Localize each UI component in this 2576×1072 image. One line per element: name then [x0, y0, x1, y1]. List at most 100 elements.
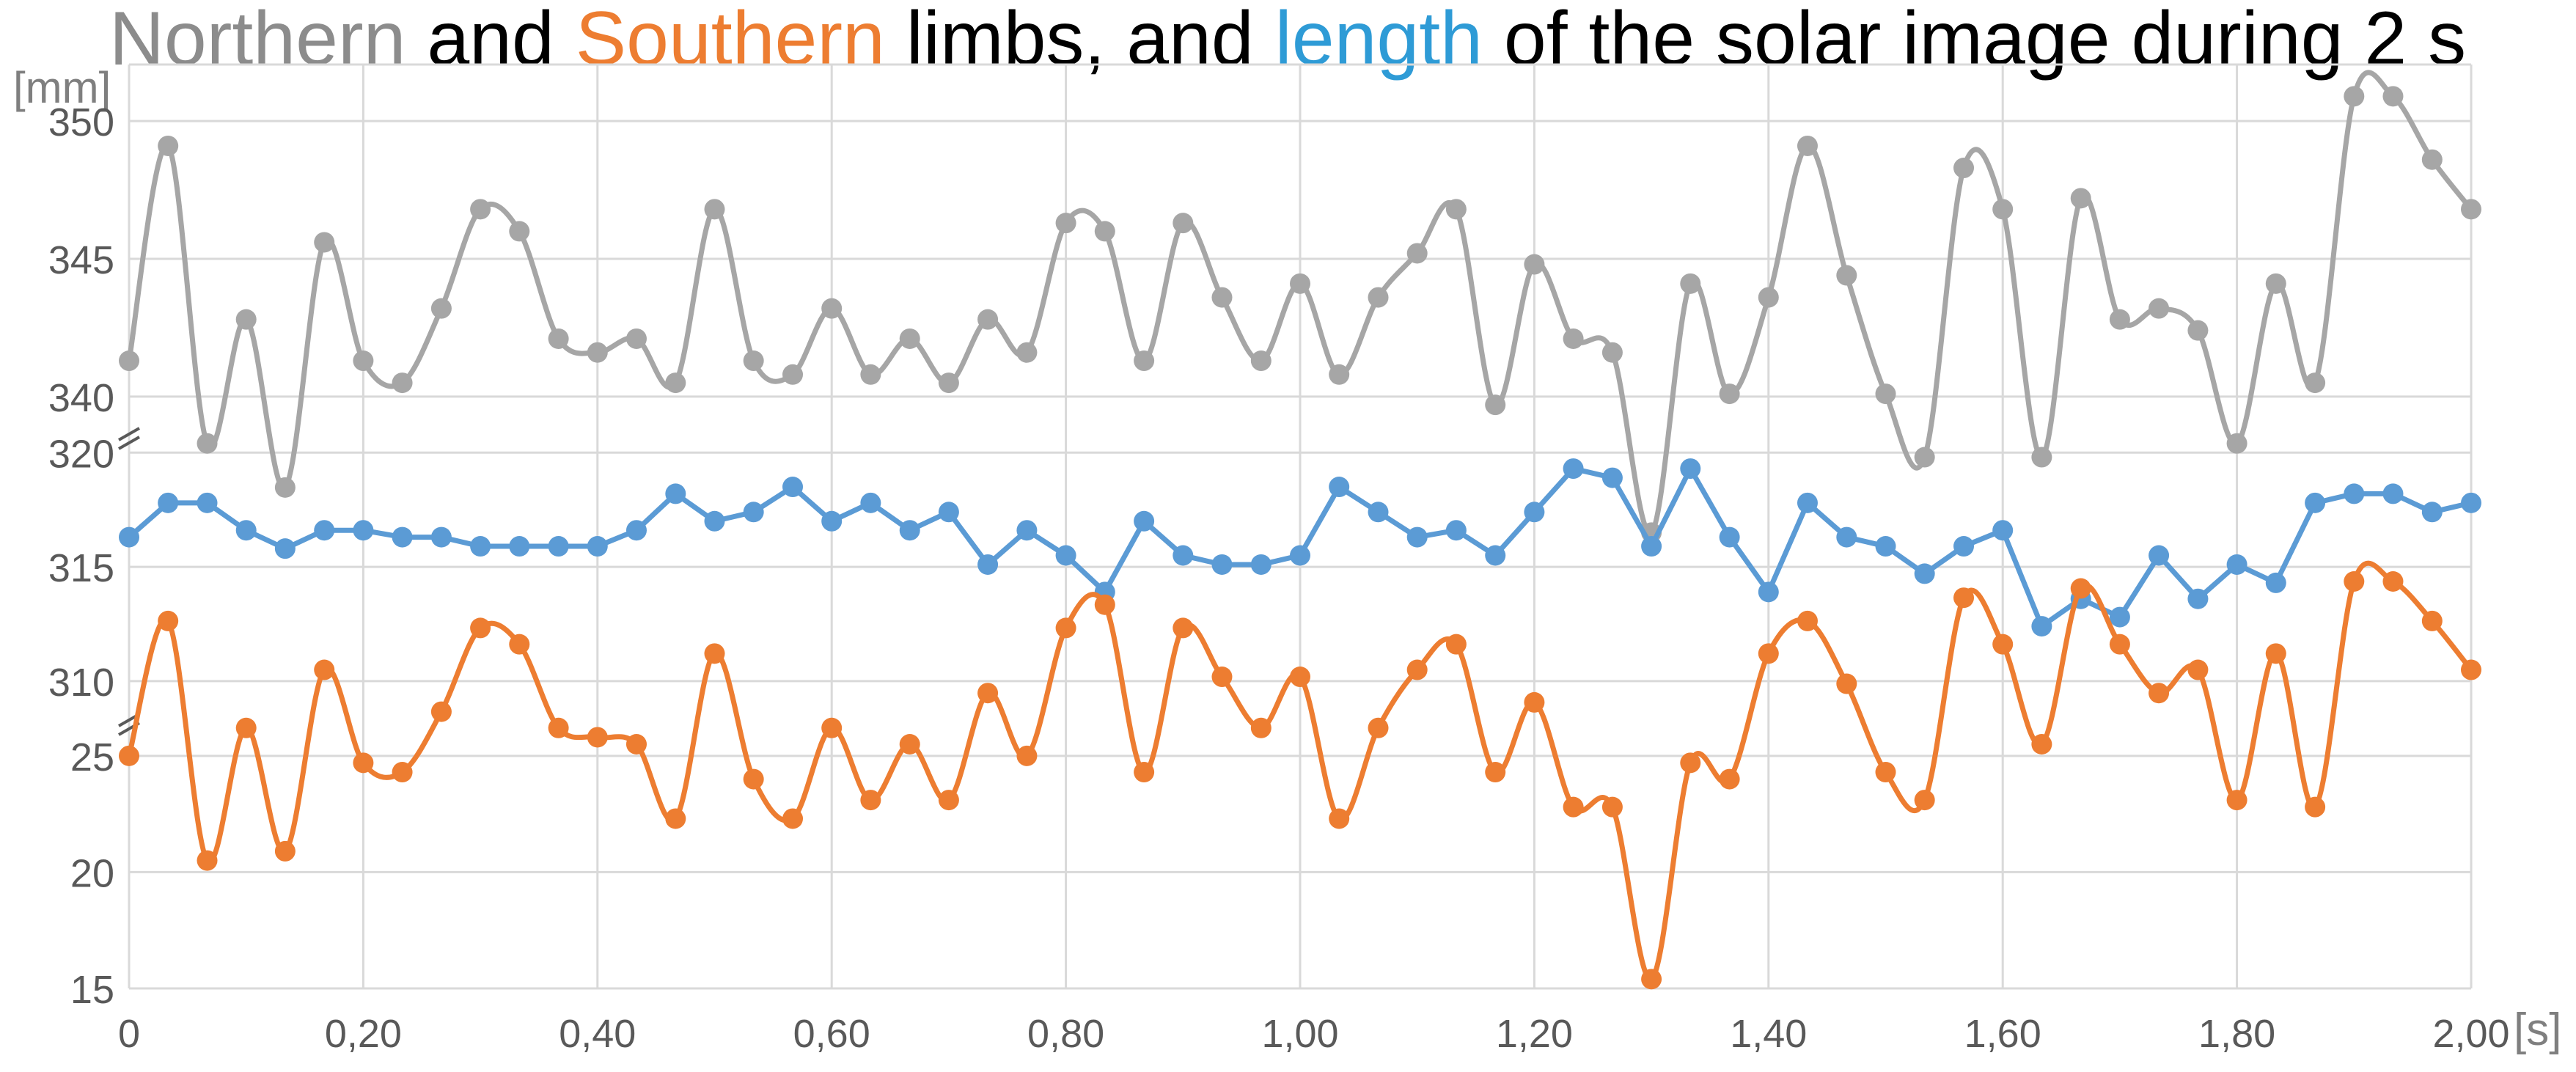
series-southern-point	[197, 850, 218, 871]
title-limbs: limbs, and	[885, 0, 1275, 81]
series-northern-point	[2148, 298, 2170, 319]
series-length-point	[1445, 520, 1467, 541]
series-southern-point	[1719, 768, 1740, 790]
series-layer	[119, 70, 2481, 990]
series-length-point	[1992, 520, 2014, 541]
series-length-point	[587, 536, 608, 557]
series-length-point	[2031, 616, 2052, 637]
series-northern-point	[1445, 199, 1467, 220]
series-northern-point	[782, 364, 804, 385]
series-length-point	[1211, 554, 1233, 575]
series-northern-point	[1797, 135, 1818, 156]
series-southern-point	[392, 762, 413, 783]
series-length-point	[1875, 536, 1896, 557]
series-northern-point	[1016, 342, 1038, 363]
series-southern-point	[1094, 594, 1115, 615]
series-northern-point	[392, 372, 413, 394]
series-southern-point	[119, 745, 139, 766]
series-southern-point	[1406, 659, 1428, 680]
y-tick-label: 350	[48, 100, 114, 144]
axes: 340 345 350 310 315 320 15 20 25 0 0,20 0,40 0,60 0,8…	[48, 100, 2510, 1056]
series-northern-point	[704, 199, 725, 220]
series-southern-point	[2226, 790, 2247, 811]
series-southern-point	[2265, 643, 2286, 664]
series-southern-point	[509, 634, 530, 655]
series-length-point	[1250, 554, 1272, 575]
series-length-point	[1173, 545, 1194, 566]
axis-break-mark	[118, 436, 140, 450]
series-northern-point	[1329, 364, 1350, 385]
y-tick-label: 320	[48, 432, 114, 476]
title-southern: Southern	[576, 0, 885, 81]
series-length-point	[197, 492, 218, 513]
series-southern-point	[1211, 667, 1233, 688]
series-northern-point	[1485, 394, 1506, 416]
series-length-point	[1953, 536, 1975, 557]
series-length-point	[314, 520, 335, 541]
series-southern-point	[430, 701, 452, 722]
series-northern-point	[899, 328, 920, 349]
series-length	[119, 458, 2481, 637]
series-length-point	[977, 554, 999, 575]
series-length-point	[1485, 545, 1506, 566]
series-southern-point	[2031, 734, 2052, 755]
series-length-point	[2344, 483, 2365, 504]
y-tick-label: 20	[70, 851, 114, 895]
series-southern-point	[821, 717, 843, 738]
series-southern-point	[1290, 667, 1310, 688]
series-length-point	[899, 520, 920, 541]
series-southern-point	[2344, 571, 2365, 592]
series-southern-point	[158, 610, 179, 631]
series-northern-point	[1134, 350, 1155, 372]
series-northern-point	[2031, 447, 2052, 468]
series-northern-point	[821, 298, 843, 319]
x-axis-label: [s]	[2514, 1005, 2561, 1055]
x-tick-label: 1,00	[1261, 1012, 1338, 1056]
series-length-point	[274, 538, 296, 559]
series-southern-point	[2421, 610, 2443, 631]
series-northern-point	[743, 350, 764, 372]
series-length-point	[1797, 492, 1818, 513]
series-southern-point	[1797, 610, 1818, 631]
series-southern-point	[704, 643, 725, 664]
series-southern-point	[1485, 762, 1506, 783]
series-northern-point	[2344, 86, 2365, 107]
series-length-point	[1641, 536, 1662, 557]
x-tick-label: 2,00	[2432, 1012, 2509, 1056]
x-tick-label: 0,60	[793, 1012, 870, 1056]
series-northern-point	[353, 350, 374, 372]
series-northern-point	[548, 328, 569, 349]
series-length-point	[1290, 545, 1310, 566]
series-northern-point	[2070, 188, 2091, 209]
series-southern-point	[1953, 587, 1975, 609]
series-southern-point	[2109, 634, 2130, 655]
series-length-point	[430, 526, 452, 548]
series-northern-point	[977, 309, 999, 330]
series-length-point	[1601, 467, 1623, 488]
series-southern-point	[1875, 762, 1896, 783]
series-length-point	[1836, 526, 1857, 548]
series-northern-point	[1758, 287, 1779, 308]
x-tick-label: 0,20	[325, 1012, 402, 1056]
series-northern-point	[1094, 221, 1115, 242]
series-length-point	[392, 526, 413, 548]
series-northern-point	[1406, 243, 1428, 264]
series-northern-point	[1680, 273, 1701, 294]
series-southern-point	[314, 659, 335, 680]
series-southern-point	[1563, 796, 1584, 818]
series-length-point	[2305, 492, 2326, 513]
series-southern-point	[743, 768, 764, 790]
series-southern-point	[1836, 673, 1857, 694]
x-tick-label: 1,20	[1496, 1012, 1573, 1056]
series-length-point	[665, 483, 686, 504]
series-southern-point	[1914, 790, 1935, 811]
series-southern-point	[860, 790, 881, 811]
series-northern-point	[119, 350, 139, 372]
series-northern-point	[1601, 342, 1623, 363]
series-southern-point	[1524, 691, 1545, 713]
series-northern-point	[1055, 213, 1076, 234]
series-northern-point	[2226, 433, 2247, 454]
series-length-point	[470, 536, 491, 557]
series-length-point	[353, 520, 374, 541]
